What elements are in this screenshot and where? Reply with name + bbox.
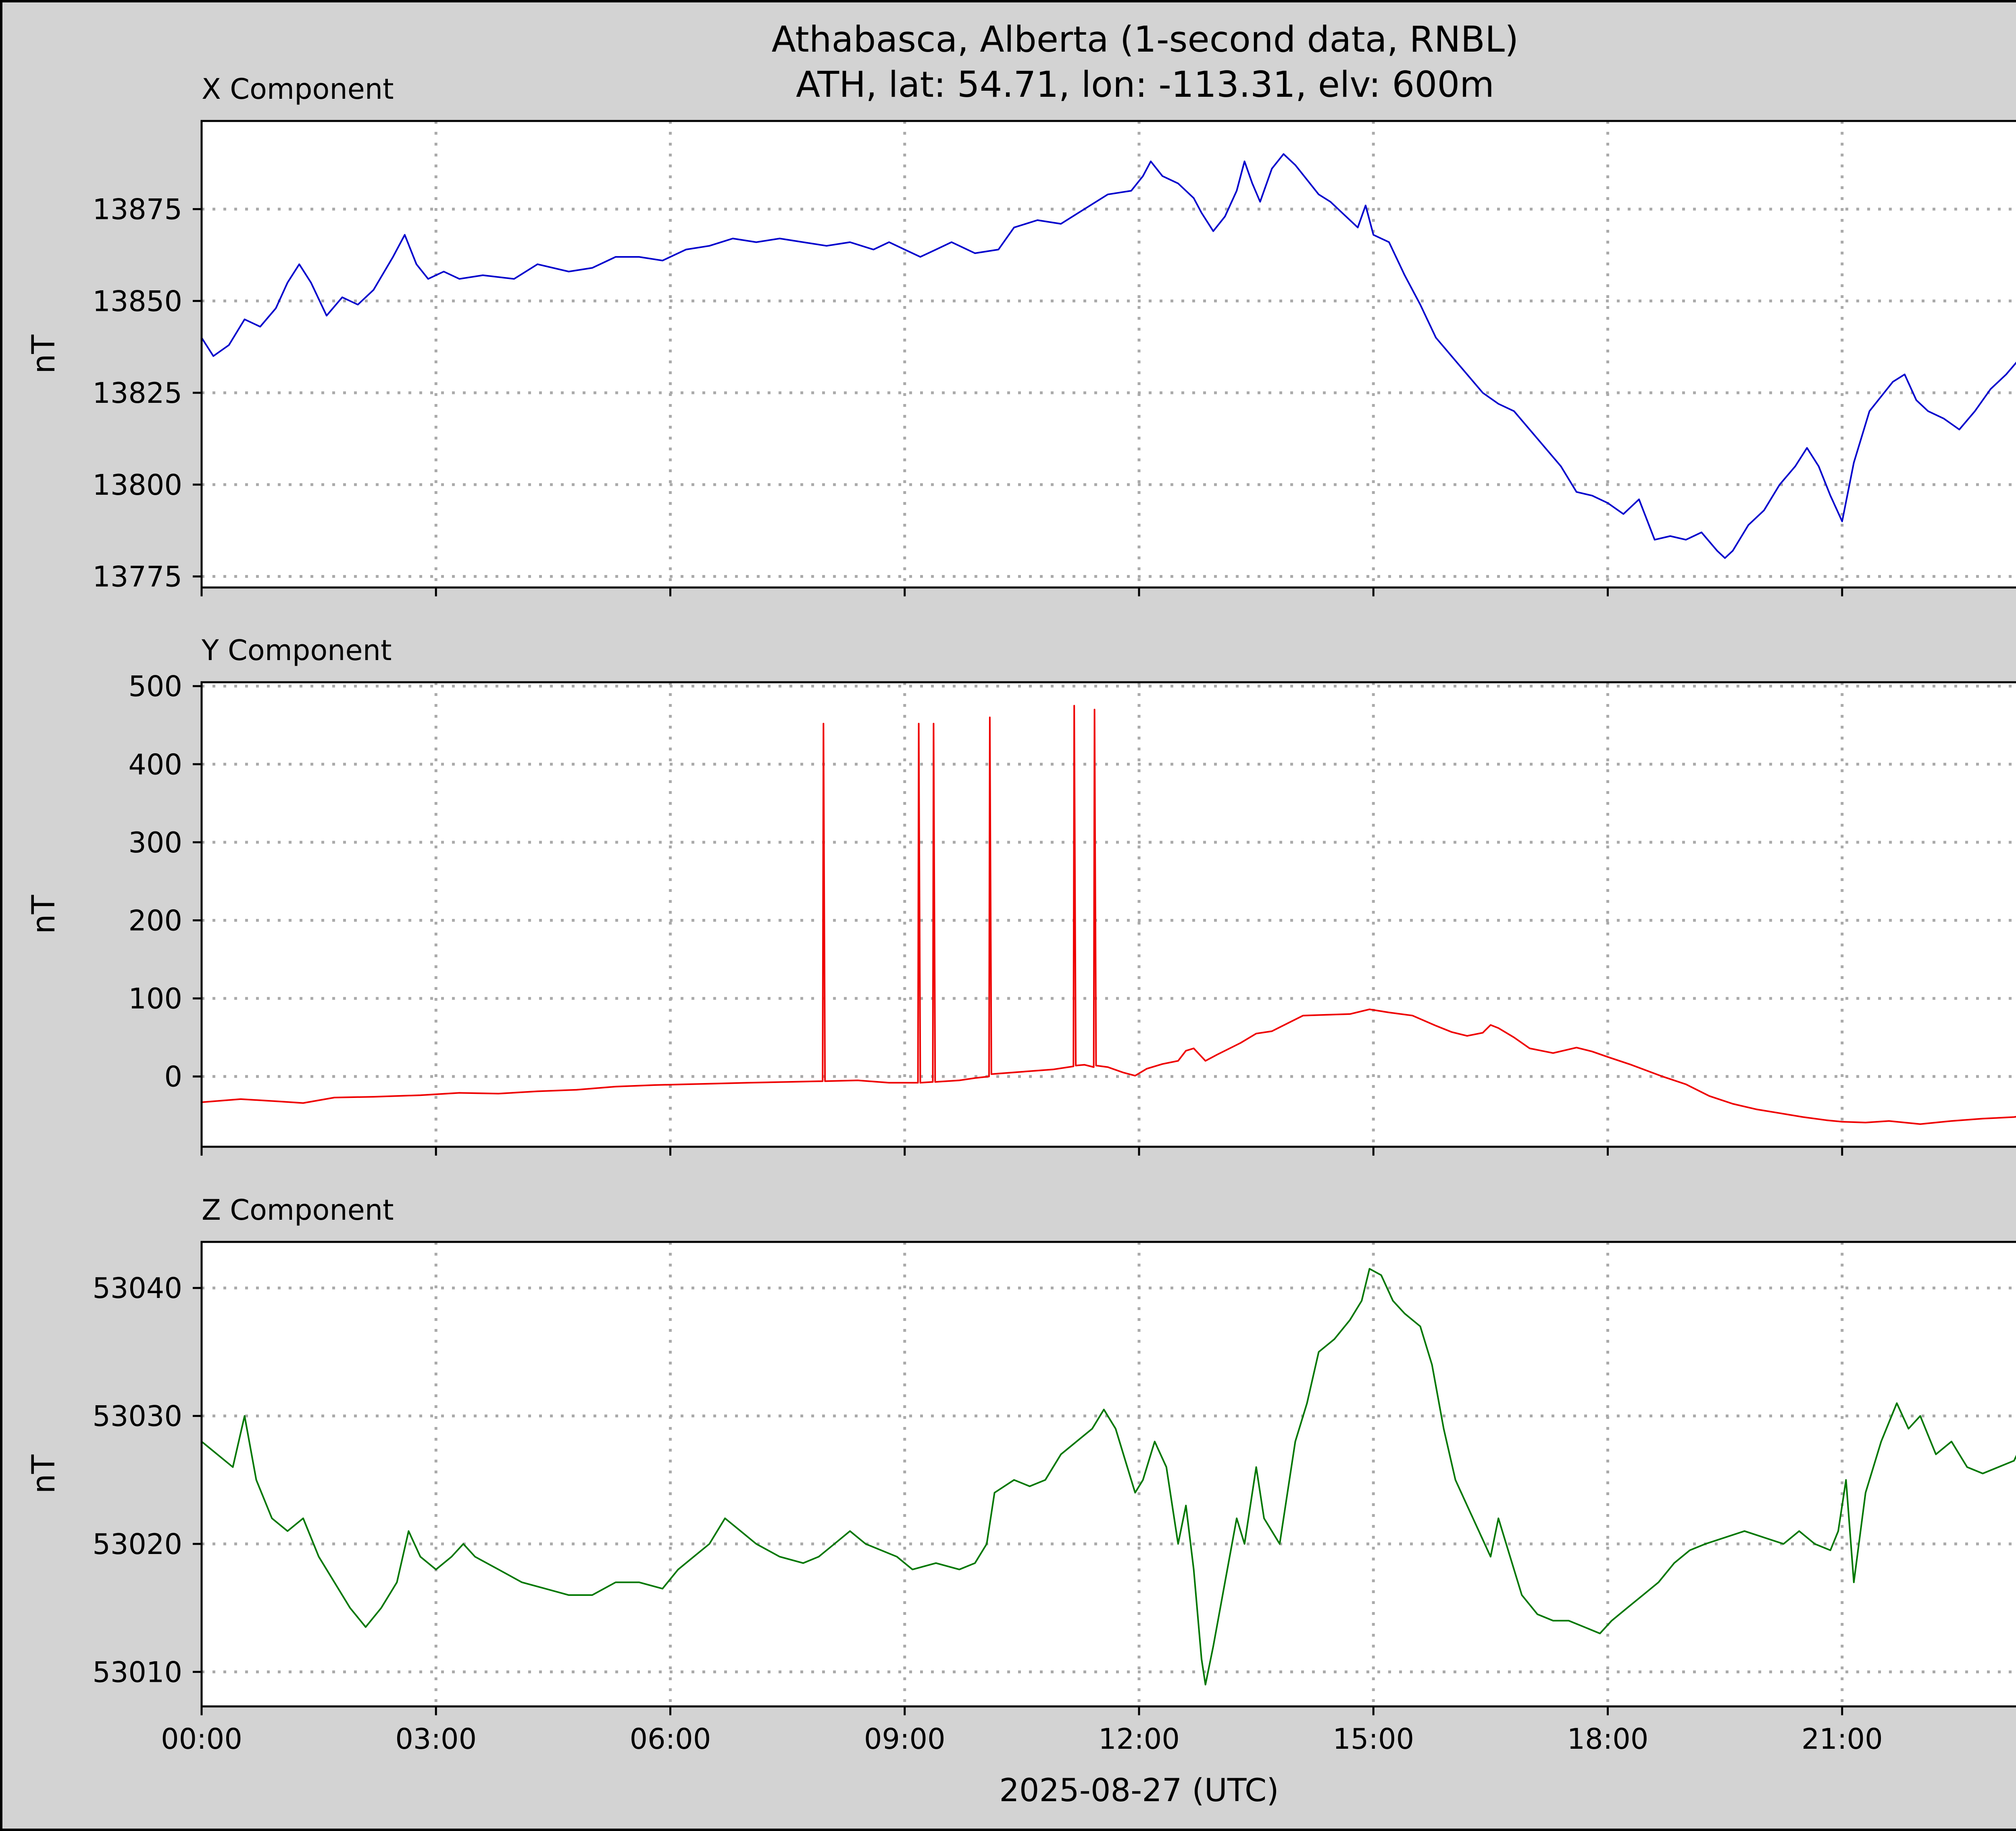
panel-3: 53010 53020 53030 53040 00:00 03:00 06:00 09:00… [26,1194,2016,1809]
panel-3-xtick-label-1: 03:00 [395,1723,477,1756]
panel-3-xtick-label-3: 09:00 [864,1723,946,1756]
panel-2-ytick-label-1: 100 [128,982,182,1015]
panel-1: 13775 13800 13825 13850 13875 X Component nT [26,73,2016,596]
panel-3-xtick-label-7: 21:00 [1801,1723,1883,1756]
panel-2-ylabel: nT [26,895,62,934]
panel-2-ytick-label-4: 400 [128,748,182,781]
panel-1-series-line [201,153,2016,559]
panel-1-plot-area [202,121,2016,587]
panel-2-series-line [201,705,2016,1125]
panel-1-title: X Component [202,73,394,106]
panel-1-ytick-label-1: 13800 [92,469,182,502]
panel-2-plot-area [202,682,2016,1147]
panel-3-ytick-label-3: 53040 [92,1272,182,1305]
figure-title: Athabasca, Alberta (1-second data, RNBL) [772,19,1519,60]
panel-3-ylabel: nT [26,1454,62,1494]
panel-2-ytick-label-3: 300 [128,826,182,859]
panel-3-xtick-label-2: 06:00 [630,1723,711,1756]
panel-3-title: Z Component [202,1194,394,1227]
panel-1-ytick-label-0: 13775 [92,560,182,594]
panel-1-ytick-label-4: 13875 [92,193,182,226]
panel-3-ytick-label-2: 53030 [92,1400,182,1433]
panel-2-ytick-label-5: 500 [128,670,182,703]
panel-3-series-line [201,1268,2016,1685]
panel-3-xtick-label-4: 12:00 [1098,1723,1180,1756]
panel-2-ytick-label-0: 0 [164,1060,182,1094]
figure-subtitle: ATH, lat: 54.71, lon: -113.31, elv: 600m [796,64,1494,105]
panel-3-ytick-label-1: 53020 [92,1528,182,1561]
panel-3-plot-area [202,1242,2016,1706]
panel-3-xlabel: 2025-08-27 (UTC) [999,1773,1279,1809]
panel-3-xtick-label-6: 18:00 [1567,1723,1649,1756]
panel-2: 0 100 200 300 400 500 Y Component nT [26,634,2016,1156]
panels: 13775 13800 13825 13850 13875 X Component nT 0 1… [26,73,2016,1809]
panel-1-ylabel: nT [26,335,62,374]
panel-3-ytick-label-0: 53010 [92,1656,182,1689]
panel-3-xtick-label-0: 00:00 [161,1723,242,1756]
panel-1-ytick-label-2: 13825 [92,377,182,410]
panel-1-ytick-label-3: 13850 [92,285,182,318]
panel-3-xtick-label-5: 15:00 [1333,1723,1414,1756]
panel-2-ytick-label-2: 200 [128,904,182,937]
panel-2-title: Y Component [201,634,392,667]
